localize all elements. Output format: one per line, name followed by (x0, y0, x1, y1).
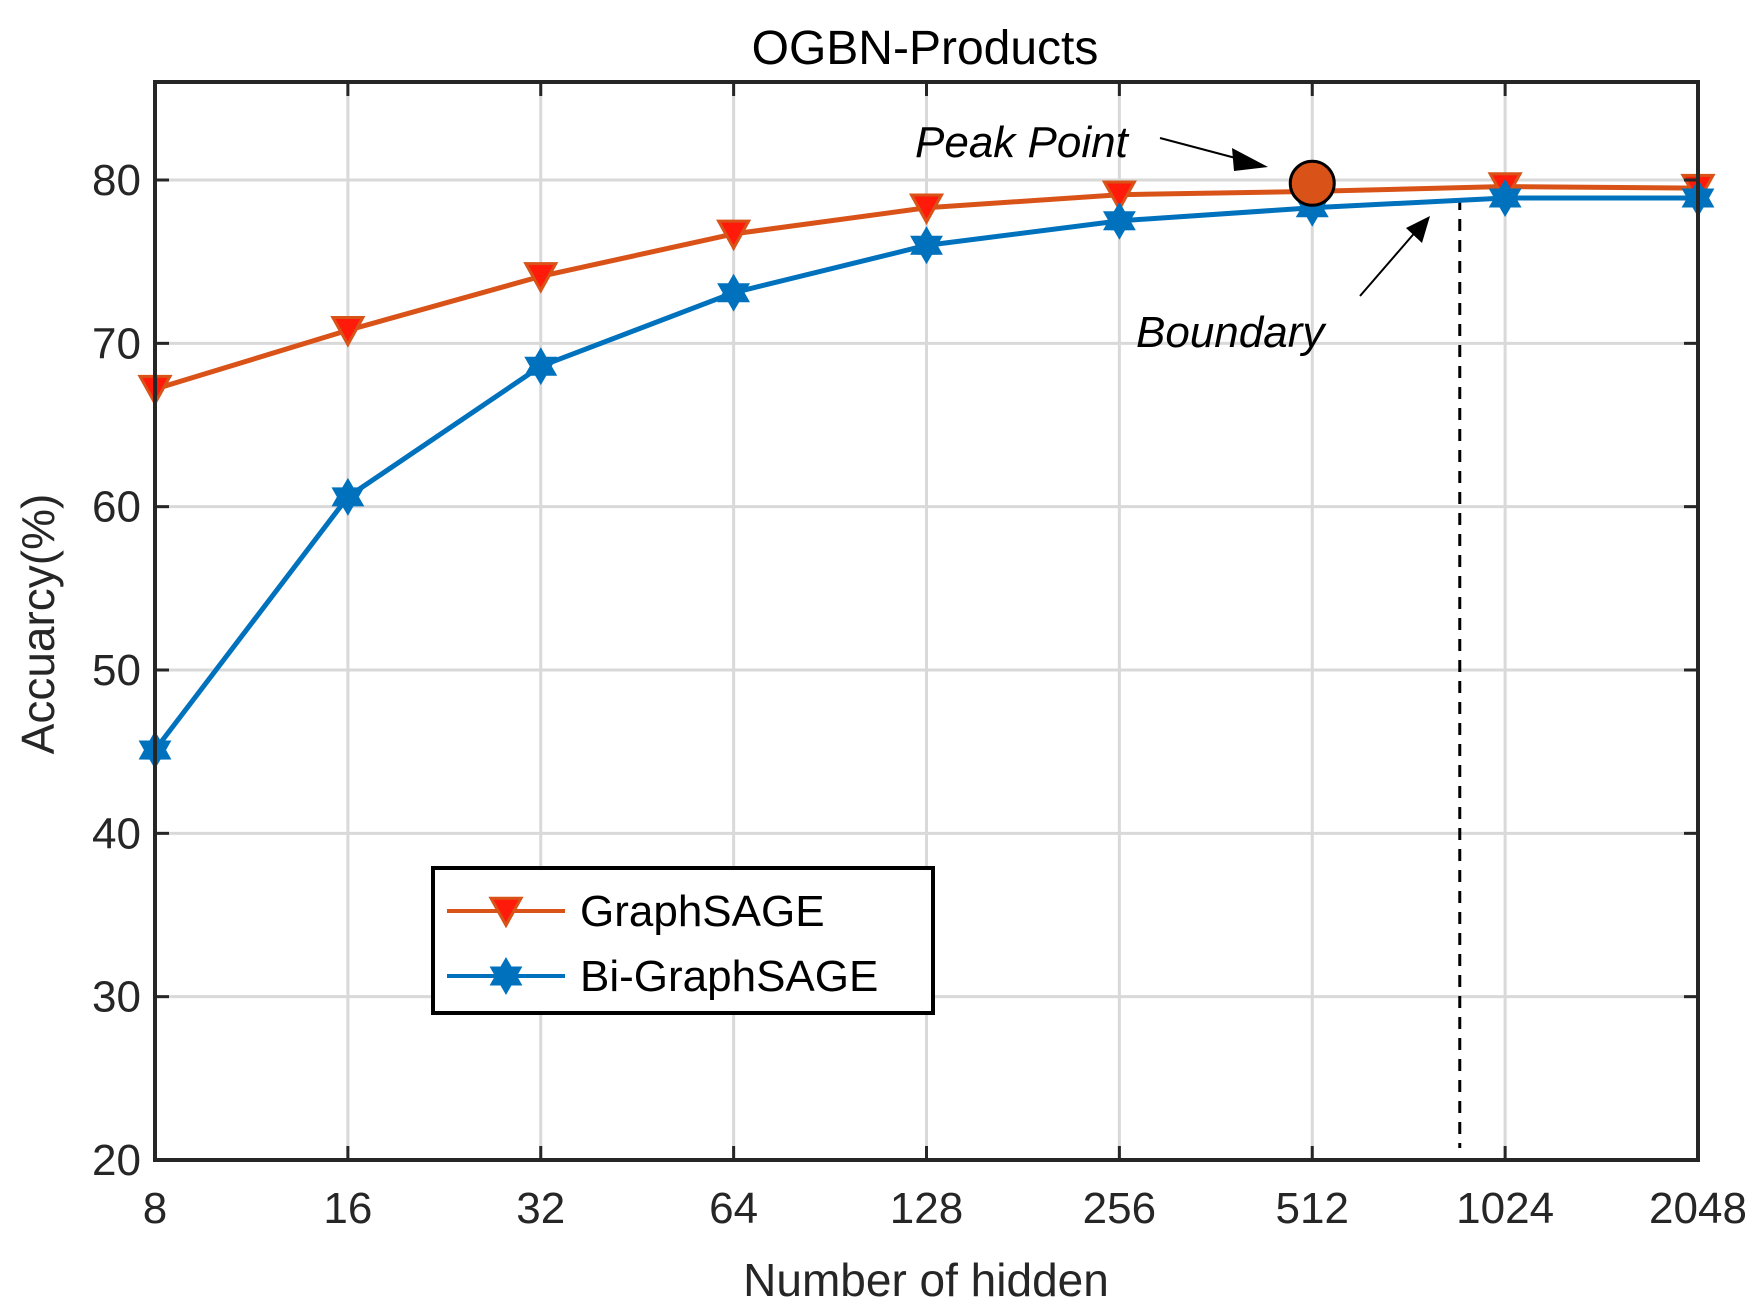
x-tick-label: 64 (709, 1184, 758, 1233)
y-tick-label: 70 (92, 319, 141, 368)
legend-box (431, 866, 935, 1015)
x-axis-title: Number of hidden (743, 1254, 1109, 1306)
legend-marker-graphsage (488, 896, 524, 929)
y-tick-label: 30 (92, 973, 141, 1022)
boundary-arrow (1359, 216, 1430, 297)
y-tick-label: 80 (92, 156, 141, 205)
x-tick-label: 1024 (1456, 1184, 1554, 1233)
peak-point-marker (1288, 159, 1336, 207)
x-tick-label: 8 (143, 1184, 167, 1233)
data-point-bi-graphsage (524, 347, 558, 386)
y-tick-label: 60 (92, 483, 141, 532)
y-axis-title: Accuarcy(%) (12, 494, 64, 755)
data-point-bi-graphsage (910, 226, 943, 265)
tick-labels: 8 16 32 64 128 256 512 1024 2048 20 30 40 50 60 70 80 (92, 156, 1747, 1233)
data-point-graphsage (523, 262, 559, 294)
legend-marker-bi-graphsage (489, 956, 523, 996)
data-point-bi-graphsage (1488, 179, 1522, 217)
series-group (137, 159, 1716, 769)
plot-frame (153, 80, 1700, 1162)
x-tick-label: 2048 (1649, 1184, 1747, 1233)
data-point-graphsage (330, 316, 366, 348)
legend: GraphSAGE Bi-GraphSAGE (431, 866, 935, 1015)
x-tick-label: 128 (890, 1184, 963, 1233)
y-tick-label: 40 (92, 809, 141, 858)
peak-arrow (1159, 137, 1268, 171)
boundary-label: Boundary (1136, 308, 1327, 357)
x-tick-label: 256 (1083, 1184, 1156, 1233)
x-tick-label: 16 (323, 1184, 372, 1233)
x-tick-label: 32 (516, 1184, 565, 1233)
data-point-bi-graphsage (331, 477, 365, 516)
data-point-graphsage (1101, 180, 1137, 213)
legend-label-graphsage: GraphSAGE (580, 887, 825, 936)
data-point-graphsage (908, 193, 945, 226)
x-tick-label: 512 (1276, 1184, 1349, 1233)
peak-point-label: Peak Point (915, 118, 1130, 167)
y-tick-label: 20 (92, 1136, 141, 1185)
y-tick-label: 50 (92, 646, 141, 695)
data-point-bi-graphsage (1102, 201, 1136, 240)
chart-title: OGBN-Products (752, 22, 1099, 75)
data-point-bi-graphsage (717, 273, 751, 312)
legend-label-bi-graphsage: Bi-GraphSAGE (580, 952, 878, 1001)
data-point-graphsage (716, 219, 752, 252)
